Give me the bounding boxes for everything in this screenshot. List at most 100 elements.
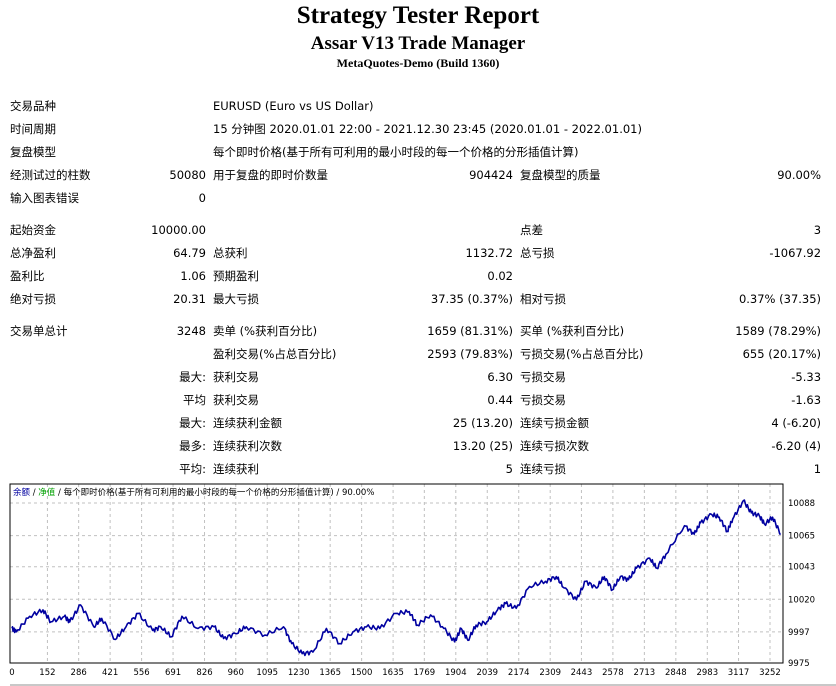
x-tick-label: 2039 [476,668,498,678]
row-period: 时间周期 15 分钟图 2020.01.01 22:00 - 2021.12.3… [10,117,821,140]
label: 点差 [520,222,543,237]
row-stat: 平均 获利交易 0.44 亏损交易 -1.63 [10,388,821,411]
value: EURUSD (Euro vs US Dollar) [213,98,374,113]
prefix: 最大: [179,369,206,384]
value: 10000.00 [151,222,206,237]
x-tick-label: 2713 [634,668,656,678]
value: 6.30 [487,369,513,384]
series-lines [11,499,781,657]
label: 连续获利金额 [213,415,282,430]
label: 输入图表错误 [10,190,79,205]
balance-chart-svg: 余额 / 净值 / 每个即时价格(基于所有可利用的最小时段的每一个价格的分形插值… [9,483,836,686]
x-tick-label: 691 [165,668,181,678]
value: 15 分钟图 2020.01.01 22:00 - 2021.12.30 23:… [213,121,642,136]
value: 904424 [469,167,513,182]
y-tick-label: 10043 [788,563,815,573]
x-tick-label: 2443 [571,668,593,678]
legend-equity: 净值 [38,487,56,498]
prefix: 最多: [179,438,206,453]
x-tick-label: 2309 [539,668,561,678]
x-tick-label: 2983 [696,668,718,678]
value: 37.35 (0.37%) [430,291,513,306]
label: 最大亏损 [213,291,259,306]
y-tick-label: 9975 [788,659,810,669]
x-tick-label: 1769 [414,668,436,678]
label: 盈利交易(%占总百分比) [213,346,337,361]
label: 连续亏损金额 [520,415,589,430]
x-tick-label: 421 [102,668,118,678]
label: 获利交易 [213,369,259,384]
value: 20.31 [173,291,206,306]
label: 时间周期 [10,121,56,136]
row-model: 复盘模型 每个即时价格(基于所有可利用的最小时段的每一个价格的分形插值计算) [10,140,821,163]
value: 0.02 [487,268,513,283]
x-tick-label: 1230 [288,668,310,678]
x-tick-labels: 0 152 286 421 556 691 826 960 1095 1230 1365 1500 16… [9,668,781,678]
label: 连续亏损次数 [520,438,589,453]
x-tick-label: 2848 [665,668,687,678]
label: 盈利比 [10,268,45,283]
value: 13.20 (25) [452,438,513,453]
legend-model: / 每个即时价格(基于所有可利用的最小时段的每一个价格的分形插值计算) / 90… [55,487,374,498]
x-tick-label: 960 [228,668,244,678]
value: 50080 [169,167,206,182]
row-pf: 盈利比 1.06 预期盈利 0.02 [10,264,821,287]
x-tick-label: 1095 [256,668,278,678]
value: 3 [813,222,822,237]
y-tick-label: 9997 [788,628,810,638]
label: 买单 (%获利百分比) [520,323,625,338]
label: 获利交易 [213,392,259,407]
legend-sep: / [30,488,38,498]
x-tick-label: 3252 [759,668,781,678]
x-tick-label: 2578 [602,668,624,678]
prefix: 平均: [179,461,206,476]
row-net: 总净盈利 64.79 总获利 1132.72 总亏损 -1067.92 [10,241,821,264]
value: 1659 (81.31%) [427,323,513,338]
y-tick-label: 10065 [788,532,815,542]
value: 655 (20.17%) [742,346,822,361]
row-stat: 最多: 连续获利次数 13.20 (25) 连续亏损次数 -6.20 (4) [10,434,821,457]
label: 亏损交易 [520,369,566,384]
value: -1.63 [791,392,822,407]
x-tick-label: 556 [133,668,149,678]
expert-name: Assar V13 Trade Manager [310,33,526,54]
x-tick-label: 0 [9,668,14,678]
row-win-loss: 盈利交易(%占总百分比) 2593 (79.83%) 亏损交易(%占总百分比) … [10,342,821,365]
y-tick-label: 10088 [788,499,815,509]
row-stat: 平均: 连续获利 5 连续亏损 1 [10,457,821,480]
row-bars: 经测试过的柱数 50080 用于复盘的即时价数量 904424 复盘模型的质量 … [10,163,821,186]
label: 交易品种 [10,98,56,113]
value: 1132.72 [465,245,513,260]
label: 总亏损 [520,245,555,260]
label: 连续亏损 [520,461,566,476]
row-stat: 最大: 连续获利金额 25 (13.20) 连续亏损金额 4 (-6.20) [10,411,821,434]
x-tick-label: 826 [196,668,212,678]
value: 3248 [176,323,206,338]
value: 0.44 [487,392,513,407]
value: 5 [505,461,513,476]
label: 用于复盘的即时价数量 [213,167,328,182]
prefix: 平均 [183,392,206,407]
prefix: 最大: [179,415,206,430]
server-build: MetaQuotes-Demo (Build 1360) [336,56,500,70]
x-tick-label: 2174 [508,668,530,678]
balance-line [11,499,781,657]
label: 复盘模型 [10,144,56,159]
value: 每个即时价格(基于所有可利用的最小时段的每一个价格的分形插值计算) [213,144,579,159]
row-stat: 最大: 获利交易 6.30 亏损交易 -5.33 [10,365,821,388]
label: 预期盈利 [213,268,259,283]
label: 总获利 [213,245,248,260]
report-title: Strategy Tester Report [296,2,540,29]
row-deposit: 起始资金 10000.00 点差 3 [10,218,821,241]
value: 1589 (78.29%) [735,323,822,338]
value: 64.79 [173,245,206,260]
y-tick-labels: 10088 10065 10043 10020 9997 9975 [788,499,815,669]
x-tick-label: 152 [39,668,55,678]
y-tick-label: 10020 [788,595,815,605]
value: -5.33 [791,369,822,384]
row-drawdown: 绝对亏损 20.31 最大亏损 37.35 (0.37%) 相对亏损 0.37%… [10,287,821,310]
value: 0.37% (37.35) [738,291,822,306]
value: 0 [198,190,206,205]
plot-frame [9,483,784,664]
value: -1067.92 [769,245,822,260]
